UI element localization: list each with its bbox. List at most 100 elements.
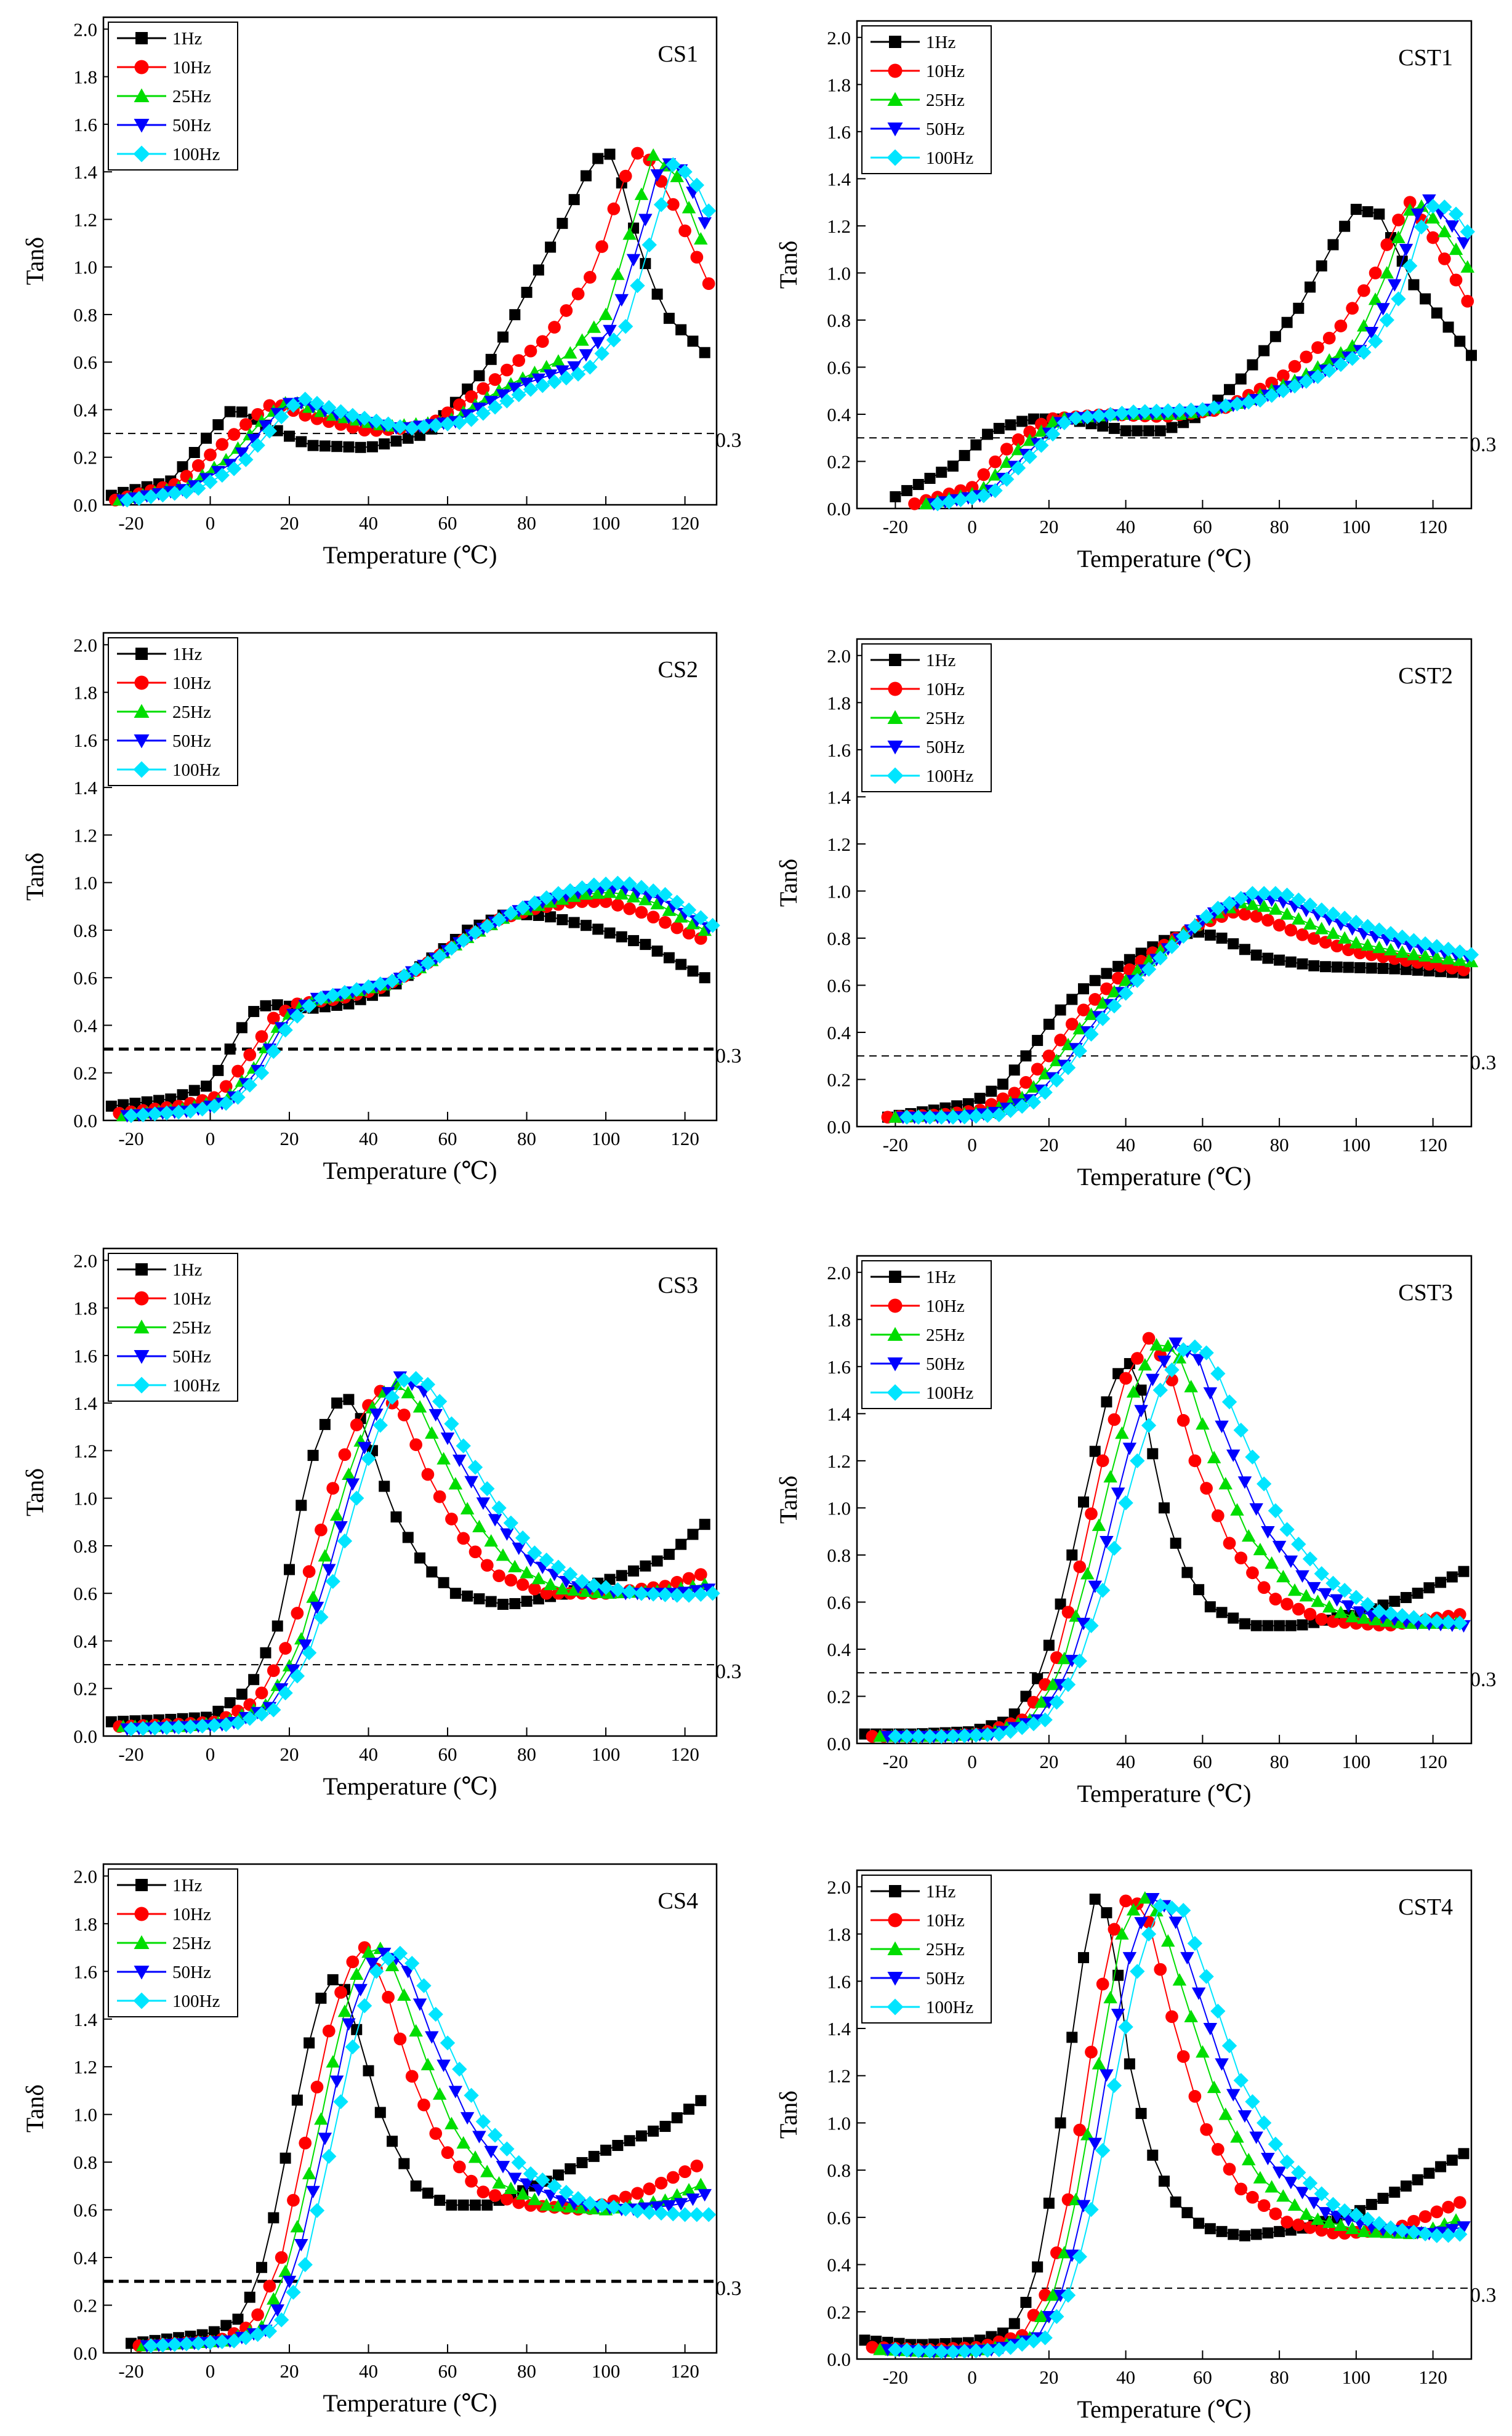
chart-panel-cst2: 0.0 0.2 0.4 0.6 0.8 1.0 1.2 1.4 1.6 1.8 2.0 -20 0 20 4… xyxy=(774,638,1497,1191)
data-point xyxy=(603,885,617,898)
data-point xyxy=(1257,2115,1272,2131)
data-point xyxy=(306,1590,320,1603)
reference-line-label: 0.3 xyxy=(715,1660,742,1683)
data-point xyxy=(1458,1566,1470,1577)
data-point xyxy=(511,387,526,403)
data-point xyxy=(1126,1385,1141,1398)
data-point xyxy=(1441,1614,1456,1630)
data-point xyxy=(179,2336,195,2352)
data-point xyxy=(633,880,649,895)
data-point xyxy=(307,1450,319,1461)
x-tick-label: 80 xyxy=(1270,1134,1289,1156)
data-point xyxy=(1118,2019,1133,2035)
data-point xyxy=(497,1599,509,1610)
data-point xyxy=(1130,1453,1145,1469)
data-point xyxy=(1339,220,1351,232)
legend-label: 1Hz xyxy=(172,645,202,664)
data-point xyxy=(1297,958,1308,970)
data-point xyxy=(380,1951,396,1966)
y-tick-label: 1.2 xyxy=(73,824,97,846)
data-point xyxy=(657,886,673,902)
data-point xyxy=(219,1096,234,1111)
plot-frame xyxy=(102,1247,718,1737)
data-point xyxy=(322,1564,336,1577)
data-point xyxy=(1096,1977,1109,1991)
data-point xyxy=(979,1727,995,1742)
y-tick-label: 0.8 xyxy=(827,1545,851,1566)
data-point xyxy=(619,2190,632,2204)
data-point xyxy=(356,411,372,426)
data-point xyxy=(1077,1003,1090,1016)
data-point xyxy=(616,1570,627,1582)
data-point xyxy=(1210,1366,1226,1381)
data-point xyxy=(361,1945,376,1958)
data-point xyxy=(890,491,901,502)
data-point xyxy=(901,484,913,496)
data-point xyxy=(574,880,590,896)
data-point xyxy=(1170,1537,1181,1549)
data-point xyxy=(381,1387,395,1400)
data-point xyxy=(456,1438,471,1453)
data-point xyxy=(598,1580,614,1595)
data-point xyxy=(1376,303,1390,316)
data-point xyxy=(334,1521,348,1534)
data-point xyxy=(226,2333,242,2349)
data-point xyxy=(1015,2336,1030,2352)
y-axis-label: Tanδ xyxy=(774,241,802,289)
series-100hz xyxy=(899,886,1479,1125)
data-point xyxy=(1080,409,1095,425)
data-point xyxy=(1023,425,1037,439)
data-point xyxy=(671,2112,683,2124)
y-tick-label: 1.4 xyxy=(73,161,97,183)
data-point xyxy=(1146,1373,1160,1386)
data-point xyxy=(224,1043,236,1055)
data-point xyxy=(1200,1482,1213,1495)
data-point xyxy=(444,1416,459,1431)
data-point xyxy=(633,1586,649,1601)
data-point xyxy=(313,991,329,1006)
data-point xyxy=(521,1596,533,1607)
data-point xyxy=(580,170,592,182)
data-point xyxy=(957,2344,972,2359)
data-point xyxy=(1089,975,1101,986)
data-point xyxy=(1066,994,1078,1005)
data-point xyxy=(1261,1526,1275,1539)
data-point xyxy=(991,1726,1007,1742)
data-point xyxy=(1119,1372,1132,1385)
data-point xyxy=(409,1438,422,1452)
data-point xyxy=(912,478,924,490)
y-tick-label: 1.0 xyxy=(827,2112,851,2134)
legend-marker xyxy=(134,1291,149,1306)
data-point xyxy=(267,1664,280,1678)
data-point xyxy=(508,1559,522,1573)
x-tick-label: 0 xyxy=(967,1134,977,1156)
legend-label: 10Hz xyxy=(172,673,211,693)
x-tick-label: -20 xyxy=(883,516,908,537)
data-point xyxy=(286,398,301,413)
data-point xyxy=(701,203,717,219)
data-point xyxy=(363,2065,374,2076)
data-point xyxy=(1142,1332,1156,1345)
y-tick-label: 1.8 xyxy=(827,74,851,95)
legend-marker xyxy=(887,1384,904,1401)
data-point xyxy=(1322,1600,1337,1613)
data-point xyxy=(1045,415,1060,428)
data-point xyxy=(675,1538,687,1550)
data-point xyxy=(1152,1898,1168,1913)
data-point xyxy=(1239,944,1250,955)
data-point xyxy=(598,876,614,892)
data-point xyxy=(468,1545,482,1559)
data-point xyxy=(941,494,957,510)
data-point xyxy=(670,921,684,935)
data-point xyxy=(1350,204,1362,215)
data-point xyxy=(606,2200,622,2215)
data-point xyxy=(445,1513,458,1526)
data-point xyxy=(536,335,549,348)
data-point xyxy=(675,324,687,336)
data-point xyxy=(1165,2010,1178,2024)
data-point xyxy=(504,1574,518,1587)
data-point xyxy=(693,1586,709,1602)
panel-title: CS3 xyxy=(658,1272,698,1298)
data-point xyxy=(1108,422,1120,434)
data-point xyxy=(275,2251,288,2264)
